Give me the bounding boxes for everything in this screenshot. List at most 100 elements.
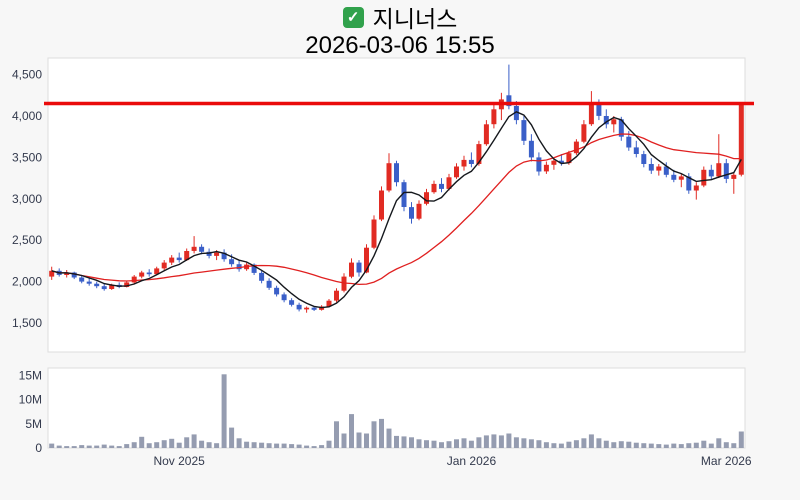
- volume-bar: [626, 441, 632, 448]
- volume-bar: [476, 437, 482, 448]
- volume-bar: [596, 438, 602, 448]
- candle-body: [124, 282, 130, 287]
- candle-body: [364, 247, 369, 273]
- price-axis-label: 3,000: [12, 192, 42, 206]
- x-axis-label: Mar 2026: [701, 454, 752, 468]
- candle-body: [476, 144, 482, 164]
- candle-body: [296, 304, 302, 310]
- price-pane: [47, 57, 746, 353]
- volume-bar: [94, 445, 100, 448]
- volume-bar: [708, 443, 714, 448]
- candle-body: [581, 124, 587, 142]
- volume-bar: [536, 440, 542, 448]
- candle-body: [551, 160, 557, 165]
- candle-body: [588, 103, 594, 125]
- volume-bar: [379, 418, 384, 448]
- candle-body: [558, 160, 564, 164]
- candle-body: [641, 154, 647, 164]
- candle-body: [446, 177, 452, 189]
- candle-body: [311, 307, 317, 310]
- candle-body: [483, 124, 489, 145]
- volume-bar: [101, 444, 107, 448]
- volume-bar: [731, 443, 737, 448]
- chart-datetime: 2026-03-06 15:55: [305, 32, 495, 59]
- volume-bar: [678, 444, 684, 448]
- candle-body: [236, 264, 242, 270]
- candle-body: [528, 140, 534, 158]
- volume-bar: [221, 374, 227, 448]
- volume-bar: [371, 421, 377, 448]
- volume-bar: [424, 440, 429, 448]
- price-axis-label: 4,000: [12, 109, 42, 123]
- volume-bar: [109, 445, 115, 448]
- volume-bar: [356, 432, 362, 448]
- candle-body: [349, 262, 354, 277]
- volume-bar: [686, 443, 692, 448]
- candle-body: [379, 190, 384, 220]
- candle-body: [206, 251, 212, 256]
- candle-body: [266, 280, 272, 288]
- volume-bar: [266, 443, 272, 448]
- candle-body: [71, 272, 77, 278]
- candle-body: [543, 164, 549, 172]
- candle-body: [491, 109, 497, 125]
- price-axis-label: 2,500: [12, 233, 42, 247]
- volume-bar: [401, 436, 407, 448]
- volume-bar: [738, 431, 744, 448]
- volume-bar: [671, 443, 677, 448]
- candle-body: [394, 163, 399, 183]
- chart-title-row: ✓ 지니너스: [0, 3, 800, 32]
- ma20-line: [51, 133, 742, 286]
- volume-bar: [281, 443, 287, 448]
- volume-pane: [47, 367, 746, 449]
- candle-body: [259, 272, 265, 281]
- candle-body: [678, 176, 684, 180]
- candle-body: [618, 119, 624, 137]
- candle-body: [461, 159, 467, 167]
- volume-bar: [454, 439, 459, 448]
- volume-bar: [648, 443, 654, 448]
- volume-bar: [641, 443, 647, 448]
- volume-bar: [394, 435, 399, 448]
- candle-body: [431, 183, 437, 193]
- volume-axis-label: 0: [35, 441, 42, 455]
- volume-bar: [319, 445, 325, 448]
- price-axis-label: 3,500: [12, 150, 42, 164]
- volume-bar: [716, 438, 722, 448]
- candle-body: [371, 219, 377, 248]
- candle-body: [169, 257, 175, 263]
- volume-bar: [326, 440, 332, 448]
- volume-bar: [491, 434, 497, 448]
- volume-bar: [334, 421, 339, 448]
- candle-body: [693, 185, 699, 191]
- candlestick-volume-chart: 4,500 4,000 3,500 3,000 2,500 2,000 1,500 15M 10…: [12, 57, 754, 468]
- volume-bar: [506, 433, 512, 448]
- candle-body: [161, 262, 167, 269]
- volume-bar: [206, 442, 212, 448]
- volume-bar: [259, 442, 265, 448]
- x-axis-label: Nov 2025: [153, 454, 205, 468]
- candle-body: [221, 252, 227, 260]
- candle-body: [648, 164, 654, 171]
- volume-bar: [184, 437, 190, 448]
- candle-body: [334, 290, 339, 301]
- candle-body: [214, 252, 220, 256]
- volume-bar: [274, 443, 280, 448]
- volume-bar: [543, 442, 549, 448]
- volume-bar: [244, 441, 250, 448]
- candle-body: [603, 116, 609, 125]
- volume-bar: [289, 444, 295, 448]
- volume-bar: [176, 442, 182, 448]
- volume-bar: [199, 440, 205, 448]
- volume-bar: [191, 434, 197, 448]
- candle-body: [154, 268, 160, 275]
- candle-body: [131, 276, 137, 283]
- volume-axis-label: 15M: [19, 368, 42, 382]
- price-axis-label: 1,500: [12, 316, 42, 330]
- volume-bar: [416, 439, 422, 448]
- candle-body: [49, 270, 55, 277]
- volume-bar: [236, 438, 242, 448]
- volume-bar: [663, 444, 669, 448]
- candle-body: [401, 182, 407, 207]
- volume-bar: [468, 440, 474, 448]
